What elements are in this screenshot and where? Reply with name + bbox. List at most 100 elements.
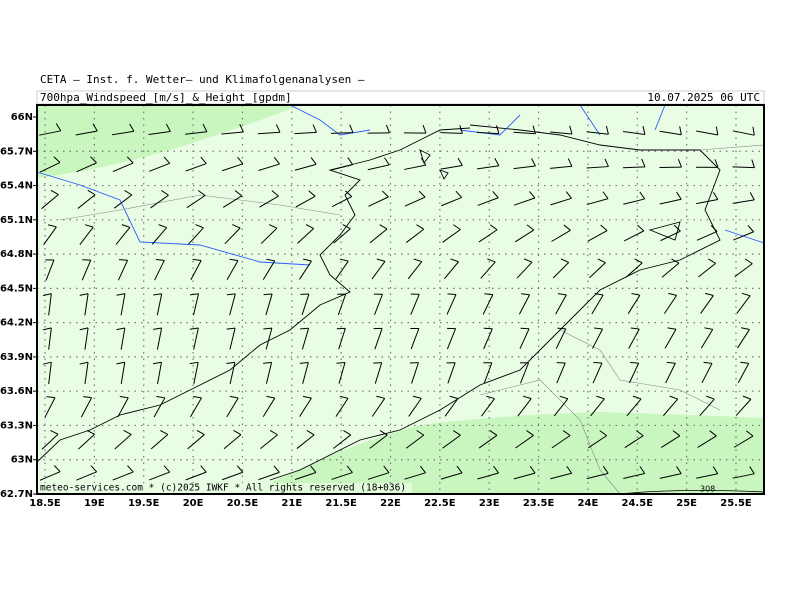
barb-staff	[331, 164, 353, 171]
barb-staff	[477, 165, 499, 170]
barb-staff	[299, 260, 312, 280]
barb-staff	[77, 194, 96, 209]
barb-flag	[306, 430, 315, 436]
barb-flag	[422, 124, 427, 134]
barb-staff	[696, 473, 718, 479]
barb-flag	[630, 327, 640, 330]
barb-flag	[200, 156, 207, 164]
barb-flag	[158, 224, 167, 229]
barb-staff	[478, 229, 498, 243]
barb-flag	[126, 156, 134, 164]
barb-flag	[381, 190, 389, 198]
barb-staff	[623, 198, 645, 205]
map-area: 308 meteo-services.com * (c)2025 IWKF * …	[36, 104, 765, 495]
footer-bg	[37, 483, 412, 494]
barb-staff	[441, 196, 462, 207]
barb-staff	[294, 131, 317, 135]
barb-flag	[336, 362, 346, 364]
barb-flag	[376, 395, 385, 399]
barb-flag	[116, 361, 125, 365]
barb-flag	[376, 258, 386, 262]
barb-staff	[297, 228, 314, 244]
barb-flag	[712, 466, 719, 474]
barb-staff	[552, 262, 570, 279]
barb-flag	[119, 259, 128, 261]
barb-staff	[333, 228, 351, 244]
lat-label: 66N	[11, 112, 33, 123]
barb-flag	[744, 258, 753, 265]
borders	[59, 144, 765, 495]
barb-flag	[672, 430, 681, 437]
barb-staff	[258, 471, 280, 481]
barb-staff	[156, 327, 163, 350]
barb-flag	[529, 191, 536, 199]
lat-label: 63.6N	[0, 386, 33, 397]
lat-label: 64.8N	[0, 249, 33, 260]
barb-staff	[519, 328, 530, 350]
barb-flag	[197, 190, 206, 196]
barb-staff	[115, 227, 131, 245]
barb-flag	[79, 293, 89, 296]
barb-staff	[442, 434, 461, 449]
barb-staff	[148, 131, 171, 135]
strong-wind-shading	[250, 412, 764, 494]
barb-flag	[741, 292, 751, 297]
barb-staff	[737, 363, 750, 384]
barb-flag	[263, 327, 272, 330]
barb-staff	[515, 435, 534, 449]
barb-staff	[257, 131, 281, 135]
barb-staff	[446, 328, 457, 350]
barb-staff	[48, 327, 52, 350]
barb-staff	[550, 165, 572, 169]
barb-staff	[700, 329, 714, 349]
barb-flag	[226, 361, 235, 365]
barb-staff	[368, 196, 389, 207]
barb-staff	[81, 259, 92, 281]
barb-flag	[229, 258, 239, 262]
barb-flag	[492, 190, 499, 199]
barb-flag	[641, 158, 646, 168]
barb-flag	[200, 465, 207, 473]
barb-flag	[153, 293, 162, 296]
barb-flag	[639, 191, 646, 200]
barb-staff	[193, 327, 199, 350]
barb-flag	[456, 465, 463, 474]
barb-flag	[749, 466, 755, 475]
lon-label: 23E	[479, 498, 500, 509]
barb-flag	[703, 361, 713, 364]
barb-staff	[374, 294, 383, 315]
subtitle: 700hpa_Windspeed_[m/s]_&_Height_[gpdm]	[40, 91, 292, 104]
barb-flag	[452, 430, 461, 436]
barb-staff	[592, 362, 603, 384]
barb-flag	[302, 395, 312, 399]
map-frame	[36, 104, 765, 495]
barb-flag	[193, 395, 202, 399]
barb-staff	[447, 362, 456, 384]
barb-flag	[593, 327, 603, 330]
barb-flag	[673, 224, 681, 232]
barb-staff	[404, 196, 426, 207]
barb-flag	[412, 395, 422, 399]
lon-label: 18.5E	[29, 498, 61, 509]
barb-staff	[229, 362, 236, 384]
barb-staff	[120, 362, 126, 385]
barb-staff	[407, 261, 423, 280]
barb-flag	[453, 224, 461, 230]
barb-staff	[696, 231, 718, 241]
barb-flag	[202, 123, 208, 132]
lon-label: 22E	[380, 498, 401, 509]
barb-staff	[481, 398, 495, 417]
barb-flag	[237, 156, 244, 165]
barb-flag	[384, 157, 390, 166]
barb-staff	[154, 260, 165, 281]
lon-label: 25.5E	[720, 498, 752, 509]
barb-flag	[153, 327, 162, 330]
barb-flag	[339, 258, 349, 262]
barb-staff	[659, 130, 682, 136]
barb-staff	[736, 295, 751, 314]
barb-flag	[489, 430, 498, 436]
barb-staff	[733, 231, 754, 241]
barb-staff	[699, 398, 715, 416]
barb-staff	[226, 397, 239, 418]
barb-staff	[665, 363, 676, 384]
